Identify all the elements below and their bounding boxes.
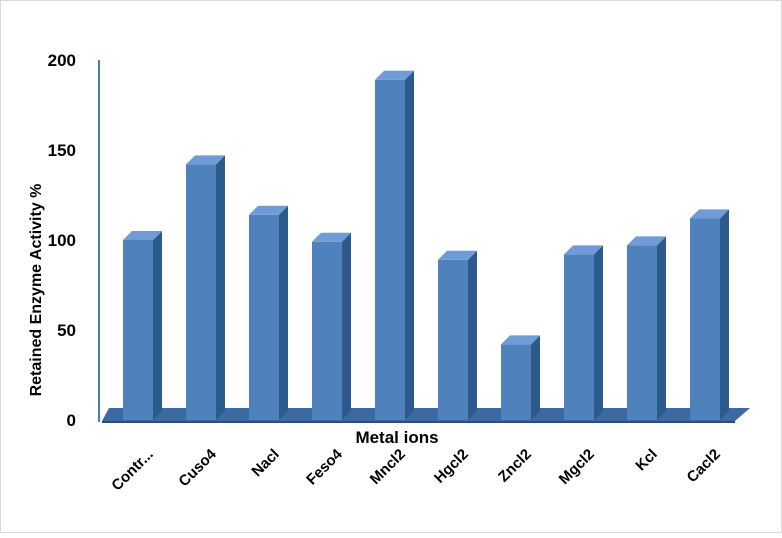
- bar-top: [690, 209, 729, 219]
- y-tick-label: 50: [57, 321, 76, 340]
- bar-front: [627, 245, 657, 420]
- bar: [249, 205, 288, 420]
- bar-side: [720, 209, 729, 420]
- y-axis-title: Retained Enzyme Activity %: [28, 184, 45, 397]
- bar-front: [375, 79, 405, 421]
- bar-front: [312, 241, 342, 420]
- bar-side: [342, 232, 351, 420]
- y-tick-label: 150: [48, 141, 76, 160]
- bar: [375, 70, 414, 421]
- bar-front: [438, 259, 468, 420]
- bar-front: [564, 254, 594, 420]
- bar-top: [186, 155, 225, 165]
- bar-side: [531, 335, 540, 420]
- bar-top: [123, 231, 162, 240]
- bar-top: [249, 205, 288, 215]
- bar: [690, 209, 729, 420]
- bar-front: [501, 344, 531, 420]
- bar-top: [627, 236, 666, 246]
- bar-side: [279, 205, 288, 420]
- y-tick-label: 200: [48, 51, 76, 70]
- bar-front: [186, 164, 216, 420]
- bar-top: [438, 250, 477, 260]
- bar-side: [405, 70, 414, 421]
- bar: [501, 335, 540, 420]
- bar-front: [123, 240, 153, 420]
- bar: [123, 231, 162, 420]
- bar: [627, 236, 666, 420]
- bar-side: [153, 231, 162, 420]
- bar-top: [501, 335, 540, 345]
- bar-side: [216, 155, 225, 420]
- bar: [438, 250, 477, 420]
- bar: [564, 245, 603, 420]
- y-tick-labels: 0 50 100 150 200: [48, 51, 76, 430]
- bar-side: [468, 250, 477, 420]
- bar-front: [690, 218, 720, 420]
- bars-layer: [123, 70, 729, 421]
- bar-top: [312, 232, 351, 242]
- bar-top: [564, 245, 603, 255]
- x-axis-title: Metal ions: [355, 428, 438, 447]
- bar-top: [375, 70, 414, 80]
- chart-floor-edge: [102, 421, 735, 423]
- bar-side: [594, 245, 603, 420]
- bar-front: [249, 214, 279, 420]
- bar: [312, 232, 351, 420]
- bar-side: [657, 236, 666, 420]
- y-tick-label: 0: [67, 411, 76, 430]
- y-tick-label: 100: [48, 231, 76, 250]
- bar: [186, 155, 225, 420]
